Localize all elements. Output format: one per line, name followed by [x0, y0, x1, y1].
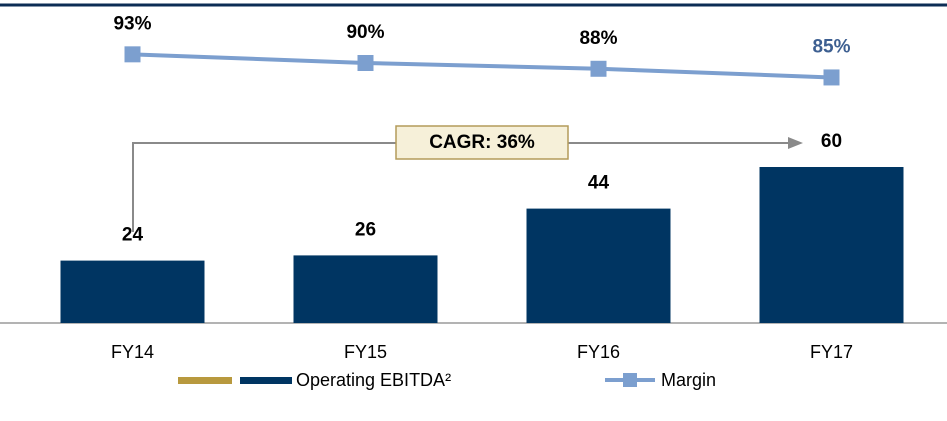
x-tick-label: FY16: [577, 342, 620, 362]
legend-swatch-extra: [178, 377, 232, 384]
cagr-arrow: CAGR: 36%: [132, 125, 803, 232]
annotation-box: [395, 125, 569, 160]
legend-marker: [623, 373, 637, 387]
x-tick-label: FY17: [810, 342, 853, 362]
data-label: 88%: [579, 28, 617, 49]
marker: [590, 60, 607, 77]
bar: [60, 260, 205, 323]
arrowhead: [788, 137, 803, 149]
annotation: CAGR: 36%: [429, 132, 535, 153]
data-label: 60: [821, 131, 842, 152]
legend-label: Operating EBITDA²: [296, 370, 451, 390]
line: [132, 52, 832, 80]
x-tick-label: FY14: [111, 342, 154, 362]
x-tick-label: FY15: [344, 342, 387, 362]
data-label: 24: [122, 225, 144, 246]
data-label: 44: [588, 173, 610, 194]
marker: [823, 69, 840, 86]
data-label: 26: [355, 219, 376, 240]
bar: [293, 255, 438, 323]
data-label: 90%: [346, 22, 384, 43]
arrow-line: [132, 142, 792, 232]
legend-label: Margin: [661, 370, 716, 390]
bar: [526, 208, 671, 323]
marker: [124, 46, 141, 63]
marker: [357, 55, 374, 71]
bar: [759, 167, 904, 323]
data-label: 85%: [812, 36, 850, 57]
legend-swatch: [240, 377, 292, 384]
data-label: 93%: [113, 13, 151, 34]
